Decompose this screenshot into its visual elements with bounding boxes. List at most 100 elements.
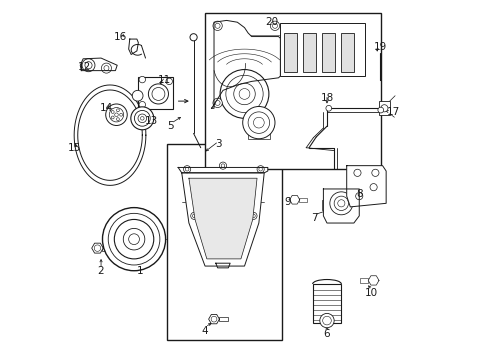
Circle shape xyxy=(322,316,330,325)
Text: 20: 20 xyxy=(264,17,277,27)
Polygon shape xyxy=(367,276,378,285)
Circle shape xyxy=(165,78,172,85)
Bar xyxy=(321,200,326,211)
Bar xyxy=(298,198,306,202)
Circle shape xyxy=(337,200,344,207)
Circle shape xyxy=(104,66,109,71)
Circle shape xyxy=(251,214,255,218)
Bar xyxy=(378,101,389,116)
Text: 2: 2 xyxy=(98,266,104,276)
Circle shape xyxy=(134,111,150,126)
Bar xyxy=(280,23,364,76)
Circle shape xyxy=(140,117,144,120)
Text: 13: 13 xyxy=(144,116,158,126)
Circle shape xyxy=(219,162,226,169)
Text: 9: 9 xyxy=(284,197,290,207)
Circle shape xyxy=(94,245,101,251)
Circle shape xyxy=(128,234,139,244)
Circle shape xyxy=(218,240,227,249)
Bar xyxy=(203,226,244,248)
Text: 4: 4 xyxy=(202,325,208,336)
Bar xyxy=(204,13,380,169)
Circle shape xyxy=(371,169,378,176)
Circle shape xyxy=(380,105,387,112)
Text: 18: 18 xyxy=(320,93,333,103)
Circle shape xyxy=(85,62,92,69)
Circle shape xyxy=(190,34,197,41)
Circle shape xyxy=(239,89,249,99)
Polygon shape xyxy=(188,178,257,259)
Circle shape xyxy=(369,184,376,191)
Circle shape xyxy=(214,235,231,253)
Circle shape xyxy=(111,111,114,113)
Text: 14: 14 xyxy=(100,103,113,113)
Circle shape xyxy=(109,108,123,122)
Circle shape xyxy=(139,76,145,83)
Text: 15: 15 xyxy=(67,143,81,153)
Circle shape xyxy=(333,196,348,211)
Circle shape xyxy=(247,112,269,134)
Circle shape xyxy=(105,104,127,126)
Text: 16: 16 xyxy=(114,32,127,41)
Text: 3: 3 xyxy=(215,139,222,149)
Circle shape xyxy=(242,107,274,139)
Text: 12: 12 xyxy=(78,62,91,72)
Circle shape xyxy=(185,167,188,171)
Bar xyxy=(137,77,173,109)
Circle shape xyxy=(111,116,114,119)
Circle shape xyxy=(220,69,268,118)
Circle shape xyxy=(272,23,277,28)
Circle shape xyxy=(211,316,217,322)
Polygon shape xyxy=(128,39,138,54)
Circle shape xyxy=(249,212,257,220)
Circle shape xyxy=(102,208,165,271)
Circle shape xyxy=(190,212,198,220)
Circle shape xyxy=(148,84,168,104)
Text: 7: 7 xyxy=(310,213,317,222)
Text: 8: 8 xyxy=(355,189,362,199)
Circle shape xyxy=(139,102,145,108)
Text: 10: 10 xyxy=(365,288,378,298)
Polygon shape xyxy=(92,243,103,253)
Circle shape xyxy=(225,75,263,113)
Circle shape xyxy=(212,21,222,31)
Text: 17: 17 xyxy=(386,107,399,117)
Bar xyxy=(359,278,367,283)
Polygon shape xyxy=(211,21,280,108)
Circle shape xyxy=(258,167,262,171)
Bar xyxy=(247,123,269,139)
Bar xyxy=(340,33,353,72)
Circle shape xyxy=(221,164,224,167)
Text: 5: 5 xyxy=(167,121,174,131)
Circle shape xyxy=(138,114,146,123)
Circle shape xyxy=(215,23,220,28)
Circle shape xyxy=(108,213,160,265)
Text: 6: 6 xyxy=(323,329,329,339)
Circle shape xyxy=(325,105,331,111)
Polygon shape xyxy=(178,167,267,173)
Polygon shape xyxy=(215,263,230,268)
Circle shape xyxy=(353,169,360,176)
Circle shape xyxy=(355,193,362,200)
Circle shape xyxy=(115,113,118,117)
Circle shape xyxy=(101,63,111,73)
Circle shape xyxy=(152,87,164,100)
Polygon shape xyxy=(323,189,359,223)
Text: 11: 11 xyxy=(158,75,171,85)
Circle shape xyxy=(131,107,153,130)
Circle shape xyxy=(132,90,142,101)
Circle shape xyxy=(270,21,279,31)
Circle shape xyxy=(120,113,122,116)
Circle shape xyxy=(192,214,196,218)
Bar xyxy=(102,246,113,251)
Circle shape xyxy=(319,314,333,328)
Bar xyxy=(284,33,296,72)
Circle shape xyxy=(116,118,119,121)
Circle shape xyxy=(253,117,264,128)
Bar xyxy=(218,317,227,321)
Circle shape xyxy=(212,98,222,108)
Circle shape xyxy=(123,228,144,250)
Circle shape xyxy=(116,109,119,112)
Circle shape xyxy=(233,83,255,105)
Circle shape xyxy=(114,220,153,259)
